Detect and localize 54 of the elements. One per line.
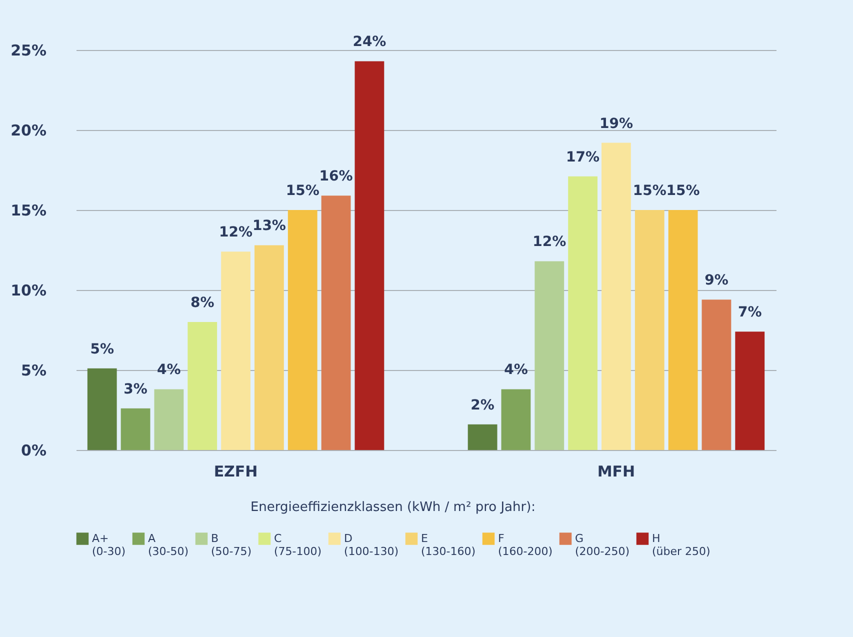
legend-label: D (100-130) xyxy=(344,532,399,558)
bar xyxy=(568,176,598,450)
data-label: 24% xyxy=(352,34,386,50)
data-label: 15% xyxy=(286,183,320,199)
bar xyxy=(468,424,498,450)
y-tick-label: 0% xyxy=(21,442,46,460)
legend-label: H (über 250) xyxy=(652,532,710,558)
legend-label: B (50-75) xyxy=(211,532,252,558)
legend-label: C (75-100) xyxy=(274,532,322,558)
x-tick-label: EZFH xyxy=(214,462,258,480)
data-label: 4% xyxy=(157,362,181,378)
legend-title: Energieeffizienzklassen (kWh / m² pro Jahr): xyxy=(250,500,536,515)
y-tick-label: 15% xyxy=(10,202,46,220)
legend-label: A+ (0-30) xyxy=(92,532,126,558)
bar xyxy=(534,261,564,450)
data-label: 16% xyxy=(319,168,353,185)
x-tick-label: MFH xyxy=(597,462,636,480)
bar xyxy=(321,196,351,450)
legend-label: A (30-50) xyxy=(148,532,189,558)
bar xyxy=(602,142,631,450)
data-label: 12% xyxy=(532,234,566,250)
data-label: 8% xyxy=(190,295,214,311)
data-label: 2% xyxy=(470,397,494,414)
data-label: 12% xyxy=(219,224,253,241)
bar xyxy=(254,245,284,450)
legend-label: F (160-200) xyxy=(498,532,553,558)
bar xyxy=(188,322,218,450)
y-tick-label: 5% xyxy=(21,362,46,380)
bar xyxy=(288,210,318,450)
data-label: 4% xyxy=(504,362,528,378)
legend-label: E (130-160) xyxy=(421,532,476,558)
bar xyxy=(702,300,732,450)
bar xyxy=(501,389,531,450)
bar xyxy=(668,210,698,450)
legend-label: G (200-250) xyxy=(575,532,630,558)
bar xyxy=(87,368,117,450)
data-label: 13% xyxy=(252,218,286,234)
bar xyxy=(154,389,184,450)
data-label: 15% xyxy=(632,183,666,199)
bar xyxy=(735,332,765,450)
y-tick-label: 20% xyxy=(10,122,46,140)
data-label: 3% xyxy=(124,381,148,398)
data-label: 5% xyxy=(90,341,114,358)
bar xyxy=(634,210,664,450)
data-label: 17% xyxy=(566,149,600,166)
data-label: 15% xyxy=(666,183,700,199)
bar xyxy=(221,252,250,450)
data-label: 9% xyxy=(704,272,728,289)
data-label: 7% xyxy=(738,304,762,321)
bar xyxy=(354,61,384,450)
y-tick-label: 10% xyxy=(10,282,46,300)
bar xyxy=(120,408,150,450)
data-label: 19% xyxy=(599,116,633,132)
y-tick-label: 25% xyxy=(10,42,46,60)
